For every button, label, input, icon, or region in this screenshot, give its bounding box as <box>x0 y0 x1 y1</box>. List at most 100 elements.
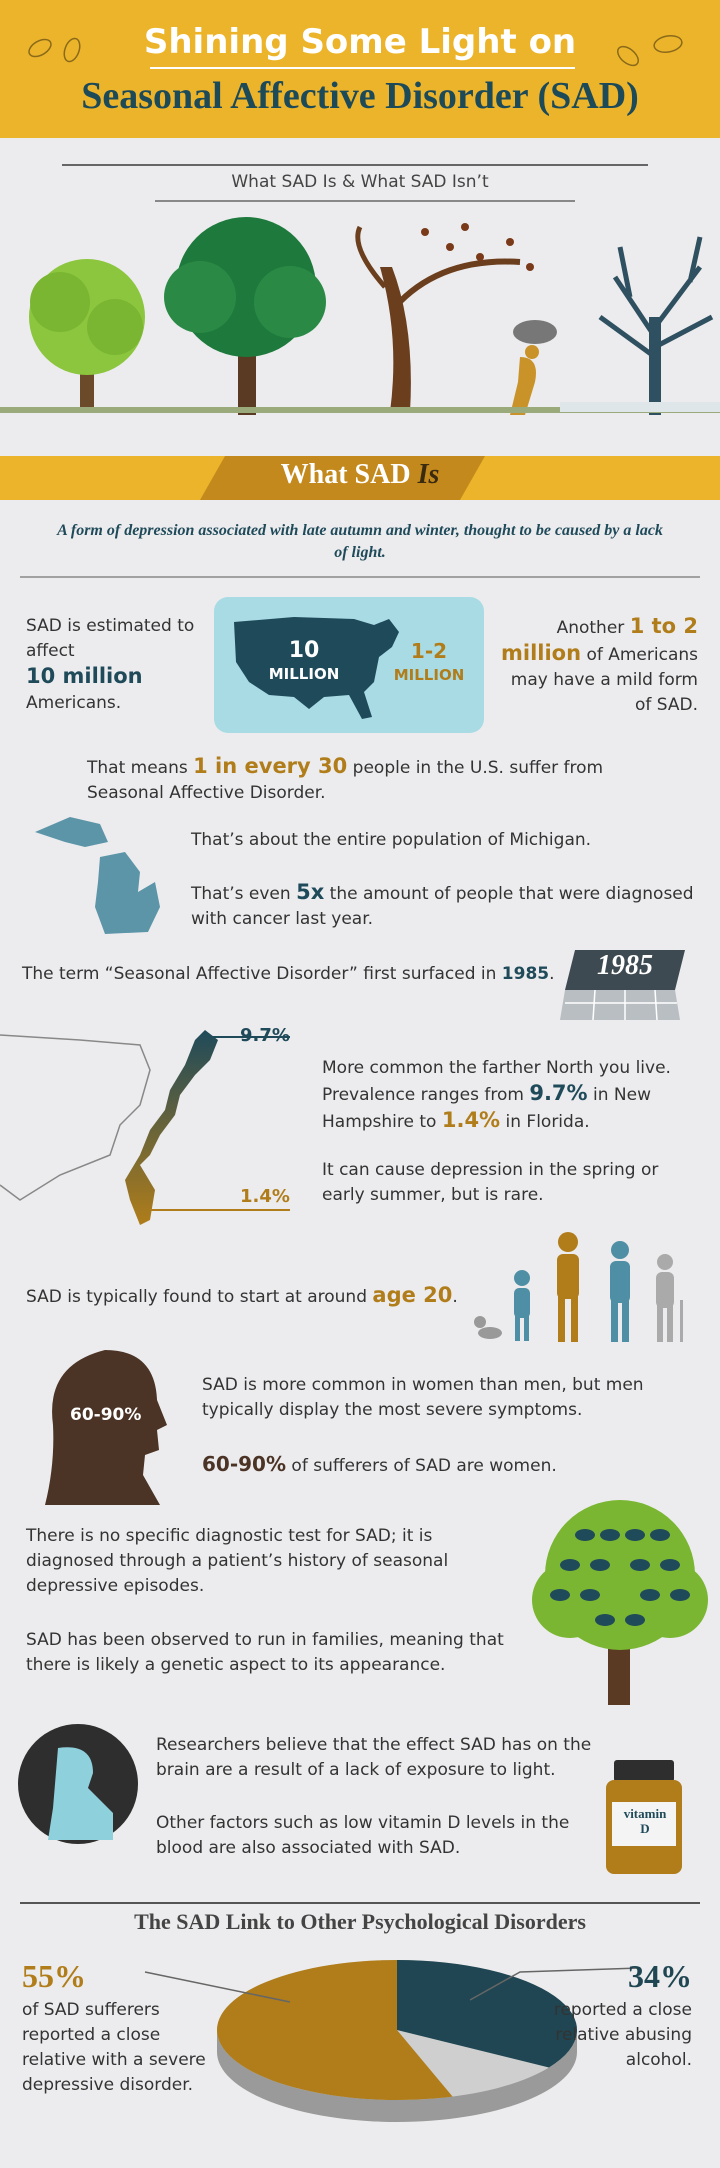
autumn-tree-part-part <box>506 238 514 246</box>
elder-part <box>667 1305 673 1342</box>
age-after: . <box>452 1287 458 1307</box>
map-mild-value: 1-2 <box>410 639 448 663</box>
winter-tree <box>598 236 714 415</box>
map-mild-unit: MILLION <box>393 666 465 684</box>
mild-highlight: 1 to 2 million <box>500 614 698 665</box>
ratio-text: That means 1 in every 30 people in the U… <box>87 754 647 806</box>
family-tree-part-part <box>625 1614 645 1626</box>
family-tree-part-part <box>650 1529 670 1541</box>
middle-aged-part <box>622 1300 629 1342</box>
autumn-tree-part-part <box>476 253 484 261</box>
middle-aged-part <box>611 1241 629 1259</box>
leaf-part <box>28 38 52 58</box>
woman-silhouette-part <box>45 1350 167 1505</box>
family-tree-part <box>632 1562 708 1638</box>
age-highlight: age 20 <box>372 1283 453 1307</box>
history-year: 1985 <box>501 964 550 984</box>
family-tree-part-part <box>575 1529 595 1541</box>
subtitle-rules <box>62 164 648 202</box>
us-map <box>234 617 399 719</box>
prevalence-middle: in New Hampshire to <box>322 1085 651 1132</box>
map-mild: 1-2 MILLION <box>384 640 474 686</box>
subtitle: What SAD Is & What SAD Isn’t <box>231 172 489 192</box>
history-before: The term “Seasonal Affective Disorder” f… <box>22 964 497 984</box>
estimate-text: SAD is estimated to affect 10 million Amer… <box>26 614 206 716</box>
bottle-label-line1: vitamin <box>623 1806 667 1821</box>
autumn-tree-part <box>513 320 557 344</box>
east-coast-map-part <box>0 1034 151 1201</box>
winter-tree-part <box>598 236 714 360</box>
autumn-tree-part <box>525 345 539 359</box>
family-tree-part-part <box>600 1529 620 1541</box>
estimate-before: SAD is estimated to affect <box>26 616 195 661</box>
calendar-year: 1985 <box>597 950 653 981</box>
slice-0-text: of SAD sufferers reported a close relati… <box>22 2000 206 2095</box>
women-highlight: 60-90% <box>202 1452 287 1476</box>
divider <box>20 576 700 578</box>
heading-text: What SAD <box>280 459 411 490</box>
prevalence-before: More common the farther North you live. … <box>322 1058 671 1105</box>
pie-slice <box>397 1960 577 2068</box>
adult <box>557 1232 579 1342</box>
baby-part <box>474 1316 486 1328</box>
family-tree-part-part <box>595 1614 615 1626</box>
michigan-icon <box>35 817 160 934</box>
title-line2: Seasonal Affective Disorder (SAD) <box>81 75 639 117</box>
leaf-part <box>617 45 639 67</box>
family-tree-part <box>532 1562 608 1638</box>
age-before: SAD is typically found to start at aroun… <box>26 1287 367 1307</box>
leader-line <box>144 1971 291 2003</box>
ratio-before: That means <box>87 758 188 778</box>
leaf-part <box>63 37 81 63</box>
disorder-pie <box>144 1960 641 2122</box>
autumn-tree-part <box>355 225 387 289</box>
family-tree-part-part <box>580 1589 600 1601</box>
calendar-icon-part <box>565 950 685 990</box>
cancer-text: That’s even 5x the amount of people that… <box>191 880 701 932</box>
family-tree-part-part <box>640 1589 660 1601</box>
child-part <box>524 1315 529 1341</box>
bottle-label-line2: D <box>640 1821 650 1836</box>
family-tree-part-part <box>560 1559 580 1571</box>
mild-before: Another <box>556 618 625 638</box>
autumn-tree-part-part <box>526 263 534 271</box>
family-tree-part-part <box>550 1589 570 1601</box>
calendar-icon-part-part <box>592 989 596 1021</box>
mild-after: of Americans may have a mild form of SAD… <box>510 645 698 715</box>
elder <box>656 1254 683 1342</box>
bottle-label: vitamin D <box>610 1806 680 1836</box>
leaf <box>28 35 683 67</box>
summer-tree <box>164 217 326 415</box>
ratio-highlight: 1 in every 30 <box>193 754 348 778</box>
vitamin-bottle-part <box>612 1802 676 1846</box>
vitamin-text: Other factors such as low vitamin D leve… <box>156 1813 570 1858</box>
michigan-icon-part <box>95 852 160 934</box>
leaf-part <box>653 35 683 53</box>
north-label: 9.7% <box>240 1025 290 1046</box>
autumn-tree-part <box>392 258 521 310</box>
leader-line <box>469 1967 641 2001</box>
us-map-part <box>234 617 399 719</box>
adult-part <box>557 1254 579 1299</box>
cancer-before: That’s even <box>191 884 291 904</box>
elder-part <box>680 1300 683 1342</box>
definition: A form of depression associated with lat… <box>57 522 663 561</box>
summer-tree-part <box>254 266 326 338</box>
autumn-tree-part <box>380 267 411 412</box>
prevalence-text: More common the farther North you live. … <box>322 1056 692 1135</box>
michigan-text: That’s about the entire population of Mi… <box>191 830 592 850</box>
women-after: of sufferers of SAD are women. <box>291 1456 557 1476</box>
slice-1-text: reported a close relative abusing alcoho… <box>553 2000 692 2070</box>
spring-tree <box>29 259 145 412</box>
east-coast-map-part <box>125 1030 218 1225</box>
family-tree-part-part <box>630 1559 650 1571</box>
middle-aged-part <box>610 1261 630 1303</box>
autumn-tree <box>355 223 557 415</box>
seasons-trees <box>0 217 720 415</box>
south-label: 1.4% <box>240 1186 290 1207</box>
adult-part <box>558 1232 578 1252</box>
test-text: There is no specific diagnostic test for… <box>26 1526 449 1596</box>
family-tree-part-part <box>625 1529 645 1541</box>
map-main-value: 10 <box>288 638 320 663</box>
